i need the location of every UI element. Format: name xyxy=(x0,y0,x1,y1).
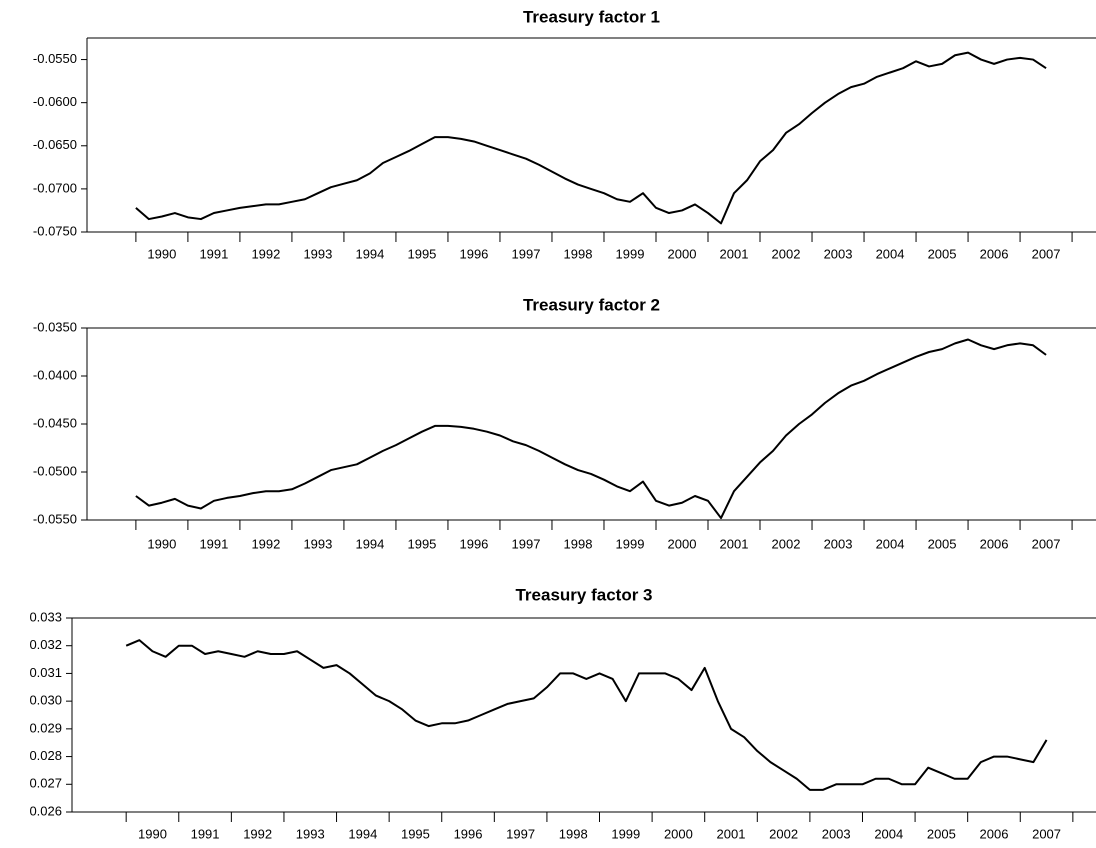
y-tick-label: -0.0550 xyxy=(33,51,77,66)
x-tick-label: 2004 xyxy=(876,536,905,551)
chart-title: Treasury factor 1 xyxy=(523,7,660,26)
x-tick-label: 2000 xyxy=(668,536,697,551)
x-tick-label: 1996 xyxy=(459,246,488,261)
x-tick-label: 1999 xyxy=(611,826,640,841)
x-tick-label: 1990 xyxy=(147,536,176,551)
x-tick-label: 1990 xyxy=(147,246,176,261)
x-tick-label: 2007 xyxy=(1032,826,1061,841)
x-tick-label: 1995 xyxy=(401,826,430,841)
x-tick-label: 2003 xyxy=(822,826,851,841)
x-tick-label: 2000 xyxy=(668,246,697,261)
x-tick-label: 2001 xyxy=(720,246,749,261)
x-tick-label: 2003 xyxy=(824,536,853,551)
x-tick-label: 1993 xyxy=(303,536,332,551)
x-tick-label: 2005 xyxy=(928,536,957,551)
x-tick-label: 2006 xyxy=(980,246,1009,261)
x-tick-label: 1996 xyxy=(459,536,488,551)
x-tick-label: 2005 xyxy=(927,826,956,841)
x-tick-label: 1991 xyxy=(199,536,228,551)
x-tick-label: 2003 xyxy=(824,246,853,261)
data-line xyxy=(135,51,1047,225)
x-tick-label: 2004 xyxy=(874,826,903,841)
y-tick-label: -0.0700 xyxy=(33,180,77,195)
y-tick-label: 0.032 xyxy=(29,637,62,652)
x-tick-label: 1995 xyxy=(407,246,436,261)
x-tick-label: 1991 xyxy=(199,246,228,261)
y-tick-label: 0.027 xyxy=(29,776,62,791)
x-tick-label: 1996 xyxy=(454,826,483,841)
x-tick-label: 1997 xyxy=(506,826,535,841)
chart-panel: Treasury factor 3 0.026 0.027 0.028 0.029 0.0… xyxy=(29,585,1096,841)
x-tick-label: 1994 xyxy=(355,246,384,261)
x-tick-label: 2002 xyxy=(772,536,801,551)
x-tick-label: 2006 xyxy=(980,536,1009,551)
chart-title: Treasury factor 2 xyxy=(523,295,660,314)
chart-title: Treasury factor 3 xyxy=(515,585,652,604)
x-tick-label: 1992 xyxy=(251,536,280,551)
x-tick-label: 1993 xyxy=(303,246,332,261)
y-tick-label: -0.0600 xyxy=(33,94,77,109)
x-tick-label: 1999 xyxy=(616,246,645,261)
x-tick-label: 1990 xyxy=(138,826,167,841)
x-tick-label: 1998 xyxy=(559,826,588,841)
y-tick-label: -0.0650 xyxy=(33,137,77,152)
chart-panel: Treasury factor 2 -0.0550 -0.0500 -0.0450 -0… xyxy=(33,295,1096,551)
x-tick-label: 2001 xyxy=(717,826,746,841)
x-tick-label: 2007 xyxy=(1032,246,1061,261)
data-line xyxy=(135,338,1047,520)
x-tick-label: 2002 xyxy=(772,246,801,261)
x-tick-label: 1992 xyxy=(251,246,280,261)
y-tick-label: -0.0550 xyxy=(33,511,77,526)
y-tick-label: 0.026 xyxy=(29,803,62,818)
x-tick-label: 1997 xyxy=(512,536,541,551)
y-tick-label: -0.0350 xyxy=(33,319,77,334)
x-tick-label: 1991 xyxy=(191,826,220,841)
x-tick-label: 1999 xyxy=(616,536,645,551)
x-tick-label: 1998 xyxy=(564,246,593,261)
y-tick-label: 0.028 xyxy=(29,748,62,763)
y-tick-label: -0.0750 xyxy=(33,223,77,238)
x-tick-label: 1995 xyxy=(407,536,436,551)
y-tick-label: -0.0400 xyxy=(33,367,77,382)
x-tick-label: 2007 xyxy=(1032,536,1061,551)
x-tick-label: 1997 xyxy=(512,246,541,261)
data-line xyxy=(125,639,1048,791)
y-tick-label: 0.029 xyxy=(29,720,62,735)
x-tick-label: 2000 xyxy=(664,826,693,841)
x-tick-label: 2002 xyxy=(769,826,798,841)
x-tick-label: 1994 xyxy=(348,826,377,841)
y-tick-label: -0.0500 xyxy=(33,463,77,478)
x-tick-label: 2005 xyxy=(928,246,957,261)
y-tick-label: 0.030 xyxy=(29,693,62,708)
x-tick-label: 2001 xyxy=(720,536,749,551)
y-tick-label: -0.0450 xyxy=(33,415,77,430)
x-tick-label: 2006 xyxy=(980,826,1009,841)
y-tick-label: 0.031 xyxy=(29,665,62,680)
x-tick-label: 1998 xyxy=(564,536,593,551)
x-tick-label: 1993 xyxy=(296,826,325,841)
x-tick-label: 1994 xyxy=(355,536,384,551)
x-tick-label: 1992 xyxy=(243,826,272,841)
y-tick-label: 0.033 xyxy=(29,609,62,624)
x-tick-label: 2004 xyxy=(876,246,905,261)
chart-panel: Treasury factor 1 -0.0750 -0.0700 -0.0650 -0… xyxy=(33,7,1096,261)
